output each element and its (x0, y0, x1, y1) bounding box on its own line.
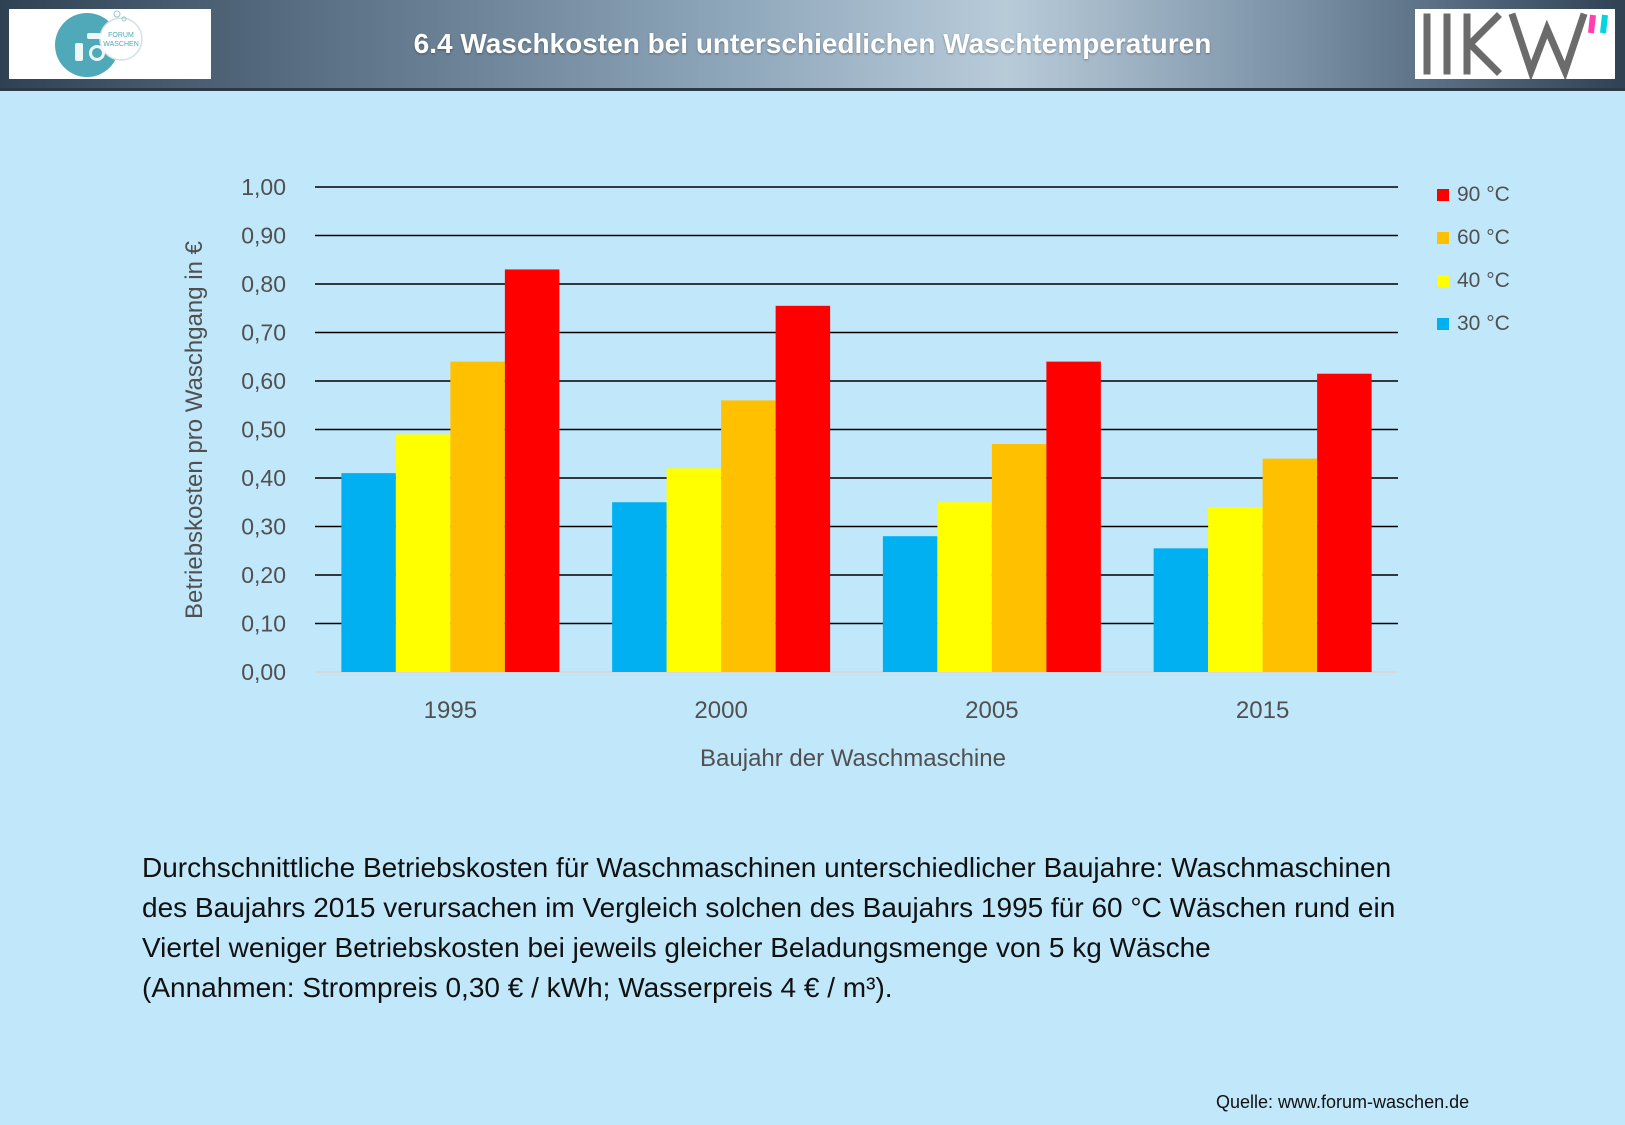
bar (395, 434, 451, 672)
x-tick-labels: 1995 2000 2005 2015 (424, 697, 1290, 724)
legend-label: 60 °C (1457, 226, 1510, 249)
y-axis-label: Betriebskosten pro Waschgang in € (181, 240, 208, 619)
x-axis-label: Baujahr der Waschmaschine (700, 745, 1006, 772)
y-tick-label: 0,60 (241, 368, 286, 394)
legend-item: 30 °C (1437, 312, 1510, 335)
source-note: Quelle: www.forum-waschen.de (1216, 1092, 1470, 1112)
bar-chart: 0,00 0,10 0,20 0,30 0,40 0,50 0,60 0,70 0,80 0,90… (181, 174, 1510, 772)
bar (504, 269, 560, 672)
bar (721, 400, 776, 672)
bar (991, 444, 1047, 672)
legend-item: 40 °C (1437, 269, 1510, 292)
bar (612, 502, 667, 672)
bar (937, 502, 992, 672)
y-tick-label: 0,00 (241, 659, 286, 685)
bar (1208, 507, 1263, 672)
legend-item: 90 °C (1437, 183, 1510, 206)
bar (341, 473, 396, 672)
header-bar (0, 0, 1625, 91)
bar (666, 468, 722, 672)
y-tick-label: 0,10 (241, 611, 286, 637)
legend: 90 °C 60 °C 40 °C 30 °C (1437, 183, 1510, 335)
bar (775, 305, 831, 672)
legend-swatch (1437, 318, 1449, 330)
bars (341, 269, 1372, 672)
y-tick-label: 1,00 (241, 174, 286, 200)
y-tick-label: 0,20 (241, 562, 286, 588)
caption-line-3: Viertel weniger Betriebskosten bei jewei… (142, 932, 1211, 963)
legend-label: 30 °C (1457, 312, 1510, 335)
caption-line-1: Durchschnittliche Betriebskosten für Was… (142, 852, 1392, 883)
legend-item: 60 °C (1437, 226, 1510, 249)
y-tick-label: 0,70 (241, 320, 286, 346)
legend-label: 40 °C (1457, 269, 1510, 292)
legend-label: 90 °C (1457, 183, 1510, 206)
bar (1153, 548, 1209, 672)
bar (1262, 458, 1318, 672)
bar (882, 536, 938, 672)
bar (1046, 361, 1101, 672)
x-tick-label: 2005 (965, 697, 1018, 724)
legend-swatch (1437, 189, 1449, 201)
y-tick-label: 0,40 (241, 465, 286, 491)
caption-line-2: des Baujahrs 2015 verursachen im Verglei… (142, 892, 1396, 923)
x-tick-label: 2000 (694, 697, 747, 724)
logo-waschen-text: WASCHEN (103, 41, 139, 48)
logo-forum-text: FORUM (108, 32, 134, 39)
y-tick-label: 0,90 (241, 223, 286, 249)
y-tick-labels: 0,00 0,10 0,20 0,30 0,40 0,50 0,60 0,70 0,80 0,90… (241, 174, 286, 685)
caption-line-4: (Annahmen: Strompreis 0,30 € / kWh; Wass… (142, 972, 893, 1003)
legend-swatch (1437, 275, 1449, 287)
bar (450, 361, 505, 672)
bar (1317, 373, 1372, 672)
forum-waschen-logo: FORUM WASCHEN (9, 9, 211, 79)
y-tick-label: 0,30 (241, 514, 286, 540)
legend-swatch (1437, 232, 1449, 244)
caption: Durchschnittliche Betriebskosten für Was… (142, 848, 1542, 1008)
y-tick-label: 0,50 (241, 417, 286, 443)
x-tick-label: 2015 (1236, 697, 1289, 724)
ikw-logo (1415, 9, 1615, 82)
page-title: 6.4 Waschkosten bei unterschiedlichen Wa… (413, 28, 1212, 59)
y-tick-label: 0,80 (241, 271, 286, 297)
x-tick-label: 1995 (424, 697, 477, 724)
